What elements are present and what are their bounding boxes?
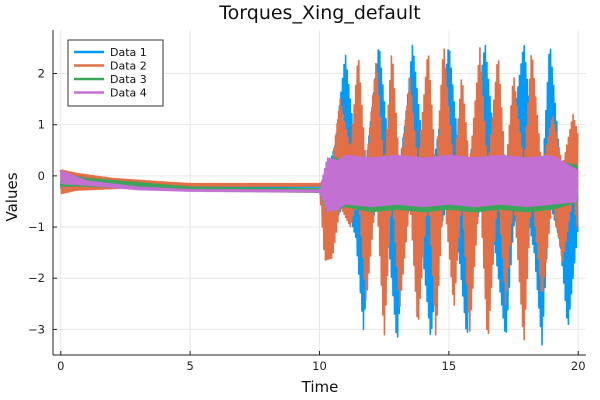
y-tick-label: −2 xyxy=(28,271,45,285)
x-tick-label: 0 xyxy=(57,359,64,373)
legend-label-3: Data 3 xyxy=(110,73,147,86)
legend-label-1: Data 1 xyxy=(110,46,147,59)
x-tick-label: 10 xyxy=(312,359,327,373)
legend-label-2: Data 2 xyxy=(110,60,147,73)
y-tick-label: 1 xyxy=(38,118,45,132)
legend-label-4: Data 4 xyxy=(110,87,147,100)
x-tick-label: 5 xyxy=(186,359,193,373)
chart-title: Torques_Xing_default xyxy=(218,2,420,24)
x-axis-label: Time xyxy=(301,378,339,396)
y-axis-label: Values xyxy=(3,172,21,221)
y-tick-label: −1 xyxy=(28,220,45,234)
y-tick-label: 0 xyxy=(38,169,45,183)
y-tick-label: −3 xyxy=(28,322,45,336)
y-tick-label: 2 xyxy=(38,67,45,81)
x-tick-label: 15 xyxy=(442,359,457,373)
x-tick-label: 20 xyxy=(571,359,586,373)
series-line-4 xyxy=(59,154,579,213)
